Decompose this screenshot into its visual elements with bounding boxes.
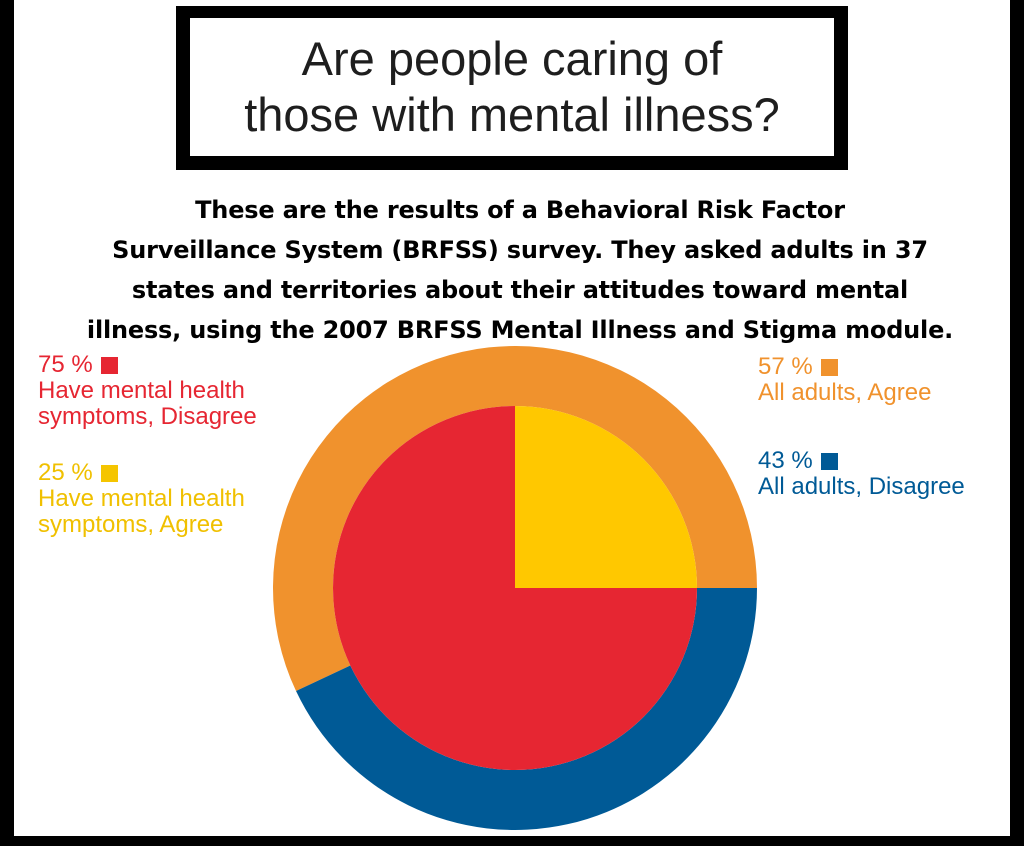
title-line-1: Are people caring of: [301, 32, 723, 85]
legend-inner-disagree: 75 % Have mental health symptoms, Disagr…: [38, 352, 257, 430]
subtitle-line-3: states and territories about their attit…: [131, 276, 909, 304]
legend-inner-agree-swatch: [100, 464, 118, 482]
legend-outer-agree-line1: All adults, Agree: [758, 379, 932, 406]
legend-outer-agree: 57 % All adults, Agree: [758, 354, 931, 406]
legend-inner-disagree-line2: symptoms, Disagree: [38, 403, 257, 430]
legend-inner-agree-percent: 25 %: [38, 459, 93, 486]
legend-inner-disagree-line1: Have mental health: [38, 377, 245, 404]
legend-inner-agree: 25 % Have mental health symptoms, Agree: [38, 460, 245, 538]
chart-title: Are people caring of those with mental i…: [190, 18, 834, 156]
legend-inner-agree-line1: Have mental health: [38, 485, 245, 512]
title-line-2: those with mental illness?: [244, 88, 780, 141]
title-box: Are people caring of those with mental i…: [176, 6, 848, 170]
legend-outer-disagree-swatch: [820, 452, 838, 470]
legend-outer-agree-swatch: [820, 358, 838, 376]
subtitle-line-4: illness, using the 2007 BRFSS Mental Ill…: [86, 316, 954, 344]
legend-outer-disagree-percent: 43 %: [758, 447, 813, 474]
legend-inner-disagree-percent: 75 %: [38, 351, 93, 378]
legend-inner-disagree-swatch: [100, 356, 118, 374]
legend-outer-disagree: 43 % All adults, Disagree: [758, 448, 965, 500]
legend-inner-agree-line2: symptoms, Agree: [38, 511, 224, 538]
legend-outer-agree-percent: 57 %: [758, 353, 813, 380]
subtitle-line-2: Surveillance System (BRFSS) survey. They…: [112, 236, 928, 264]
chart-subtitle: These are the results of a Behavioral Ri…: [20, 190, 1020, 350]
legend-outer-disagree-line1: All adults, Disagree: [758, 473, 965, 500]
inner-slice-agree: [515, 406, 697, 588]
subtitle-line-1: These are the results of a Behavioral Ri…: [195, 196, 845, 224]
inner-pie: [333, 406, 697, 770]
